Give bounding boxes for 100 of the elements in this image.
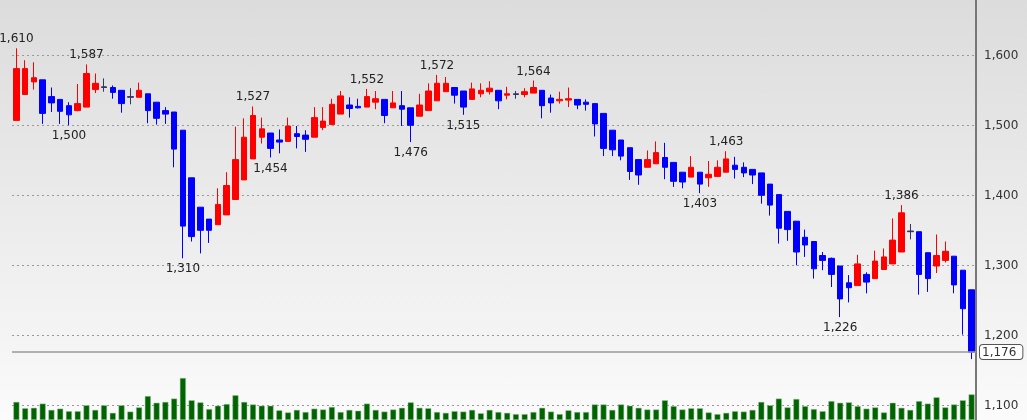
bar (732, 411, 738, 420)
candlestick (609, 129, 616, 157)
bar (477, 413, 484, 420)
candlestick (811, 241, 817, 280)
bar (39, 403, 46, 420)
bar (556, 414, 563, 420)
candlestick (232, 126, 239, 200)
candlestick (337, 90, 344, 115)
bar (775, 398, 782, 420)
bar (407, 402, 414, 420)
bar (83, 405, 90, 420)
candlestick (600, 112, 607, 157)
bar (819, 411, 826, 420)
bar (460, 411, 467, 420)
candlestick (83, 63, 90, 108)
candlestick (425, 82, 432, 112)
bar (346, 409, 353, 420)
bar (276, 410, 283, 420)
bar (635, 407, 642, 420)
bar (48, 409, 55, 420)
candlestick (960, 269, 966, 336)
y-tick-label: 1,100 (984, 398, 1019, 413)
candlestick (162, 106, 169, 125)
candlestick (153, 101, 160, 126)
candlestick (767, 183, 773, 217)
candlestick (916, 231, 922, 296)
candlestick (793, 220, 800, 266)
candlestick (346, 96, 353, 119)
candlestick (670, 161, 677, 188)
annotation: 1,403 (682, 196, 718, 211)
annotation: 1,515 (446, 117, 481, 132)
bar (504, 412, 511, 420)
annotation: 1,463 (709, 134, 744, 149)
candlestick (285, 117, 291, 142)
bar (942, 407, 949, 420)
bar (101, 405, 108, 420)
annotation: 1,386 (884, 188, 919, 203)
bar (425, 408, 432, 420)
candlestick (118, 89, 125, 114)
candlestick (592, 103, 598, 137)
annotation: 1,564 (516, 63, 551, 78)
candlestick (364, 88, 370, 108)
candlestick (925, 252, 931, 293)
candlestick (223, 171, 230, 216)
candlestick (66, 101, 72, 126)
candlestick (556, 91, 563, 105)
candlestick (197, 206, 204, 254)
candlestick (206, 218, 212, 244)
candlestick (22, 59, 28, 95)
bar (618, 404, 625, 420)
candlestick (802, 229, 808, 258)
candlestick (627, 147, 633, 181)
candlestick (495, 89, 502, 110)
bar (688, 408, 695, 420)
candlestick (110, 84, 116, 100)
bar (863, 408, 870, 420)
y-tick-label: 1,500 (984, 118, 1019, 133)
bar (285, 412, 292, 420)
bar (372, 409, 379, 420)
bar (188, 400, 195, 420)
candlestick (688, 155, 694, 178)
bar (241, 401, 248, 420)
bar (512, 414, 519, 420)
candlestick (127, 87, 134, 105)
bar (530, 412, 537, 420)
bar (907, 409, 914, 420)
candlestick (399, 90, 405, 127)
bar (293, 409, 300, 420)
candlestick (758, 172, 765, 205)
candlestick (635, 159, 642, 186)
bar (162, 401, 169, 420)
bar (127, 411, 134, 420)
bar (206, 409, 213, 420)
candlestick (863, 271, 870, 294)
ref-line-label: 1,176 (982, 345, 1017, 360)
bar (416, 407, 423, 420)
candlestick (819, 251, 826, 271)
annotation: 1,527 (235, 89, 271, 104)
candlestick (574, 98, 581, 110)
candlestick (407, 107, 414, 143)
bar (705, 412, 712, 420)
candlestick (320, 106, 326, 131)
bar (495, 412, 502, 420)
candlestick (942, 241, 949, 263)
bar (469, 409, 476, 420)
y-tick-label: 1,400 (984, 188, 1019, 203)
candlestick (705, 160, 712, 188)
bar (92, 409, 99, 420)
bar (767, 405, 774, 420)
candlestick (828, 257, 835, 288)
bar (363, 403, 370, 420)
candlestick (31, 61, 37, 91)
candlestick (48, 87, 55, 113)
annotation: 1,454 (253, 160, 288, 175)
annotation: 1,476 (393, 145, 428, 160)
candlestick (889, 217, 896, 265)
candlestick (548, 94, 554, 114)
bar (144, 396, 151, 420)
bar (696, 408, 703, 420)
bar (258, 405, 265, 420)
